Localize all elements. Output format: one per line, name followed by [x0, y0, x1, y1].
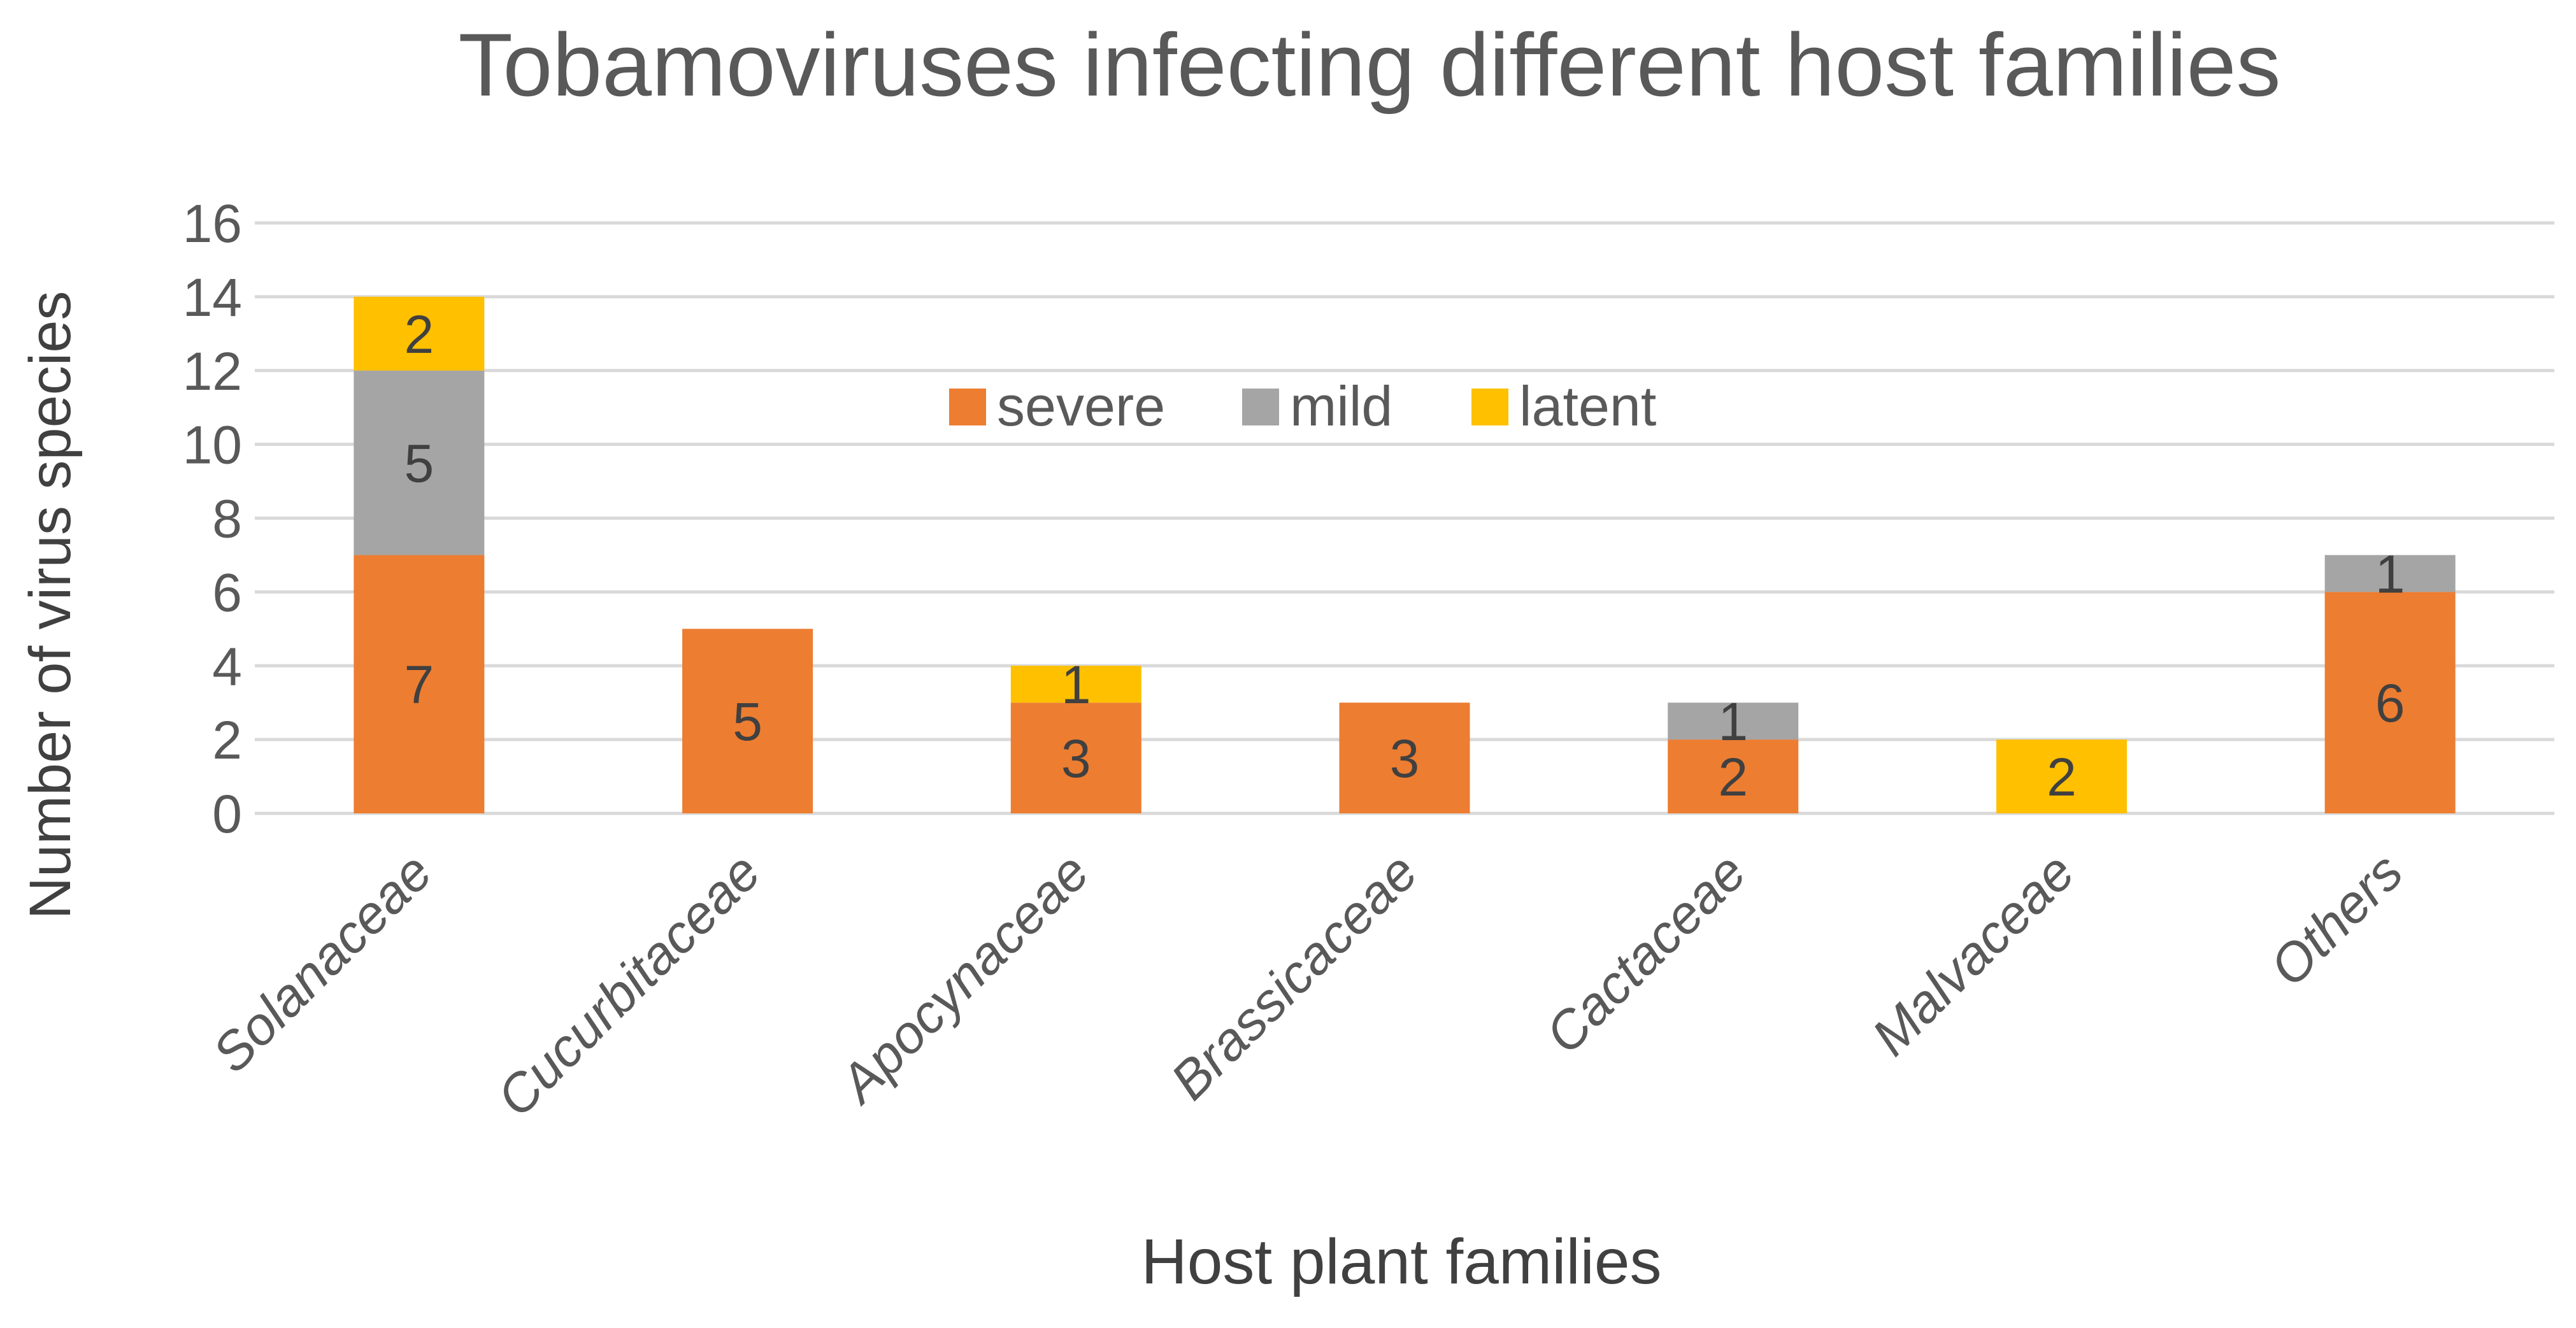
legend-swatch-severe — [949, 389, 986, 425]
x-tick-label: Brassicaceae — [1159, 841, 1429, 1111]
data-label-severe: 3 — [1061, 729, 1091, 789]
y-tick-label: 12 — [183, 341, 242, 401]
data-label-latent: 2 — [404, 304, 434, 364]
bar-segment-latent — [1010, 666, 1141, 703]
x-axis-label: Host plant families — [1141, 1226, 1662, 1297]
y-tick-label: 0 — [212, 784, 242, 844]
legend-label-mild: mild — [1290, 375, 1392, 438]
data-label-severe: 5 — [733, 692, 762, 752]
y-tick-label: 14 — [183, 268, 242, 327]
y-tick-label: 4 — [212, 636, 242, 696]
bar-segment-severe — [1339, 703, 1470, 813]
legend-swatch-latent — [1471, 389, 1508, 425]
x-tick-labels: Solanaceae Cucurbitaceae Apocynaceae Brassi… — [201, 841, 2414, 1127]
legend: severe mild latent — [949, 375, 1656, 438]
bar-segment-latent — [354, 296, 485, 371]
bar-segment-severe — [1668, 739, 1799, 813]
x-tick-label: Cucurbitaceae — [485, 841, 771, 1127]
legend-label-severe: severe — [997, 375, 1165, 438]
data-label-latent: 2 — [2047, 747, 2077, 807]
data-label-severe: 7 — [404, 655, 434, 715]
bar-segment-latent — [1996, 739, 2127, 813]
legend-swatch-mild — [1242, 389, 1279, 425]
x-tick-label: Solanaceae — [201, 841, 443, 1083]
data-label-severe: 6 — [2375, 673, 2405, 733]
bar-segment-severe — [682, 629, 813, 813]
y-tick-label: 2 — [212, 710, 242, 770]
data-label-latent: 1 — [1061, 655, 1091, 715]
y-axis-label: Number of virus species — [18, 291, 83, 920]
x-tick-label: Others — [2258, 841, 2414, 997]
y-tick-labels: 0 2 4 6 8 10 12 14 16 — [183, 194, 242, 844]
gridlines — [255, 221, 2554, 815]
bar-segment-severe — [354, 555, 485, 813]
data-label-mild: 1 — [2375, 544, 2405, 604]
bar-segment-mild — [2324, 555, 2456, 592]
y-tick-label: 6 — [212, 562, 242, 622]
y-tick-label: 8 — [212, 489, 242, 549]
legend-label-latent: latent — [1519, 375, 1656, 438]
data-label-severe: 2 — [1718, 747, 1748, 807]
y-tick-label: 10 — [183, 415, 242, 475]
x-tick-label: Malvaceae — [1860, 841, 2086, 1067]
data-label-severe: 3 — [1390, 729, 1420, 789]
data-label-mild: 5 — [404, 434, 434, 494]
y-tick-label: 16 — [183, 194, 242, 253]
bar-segment-severe — [1010, 703, 1141, 813]
x-tick-label: Cactaceae — [1534, 841, 1757, 1064]
bar-segment-severe — [2324, 592, 2456, 813]
x-tick-label: Apocynaceae — [826, 841, 1100, 1115]
data-label-mild: 1 — [1718, 692, 1748, 752]
chart-title: Tobamoviruses infecting different host f… — [458, 15, 2280, 115]
bar-segment-mild — [354, 370, 485, 555]
bar-segment-mild — [1668, 703, 1799, 740]
bars — [354, 296, 2456, 813]
